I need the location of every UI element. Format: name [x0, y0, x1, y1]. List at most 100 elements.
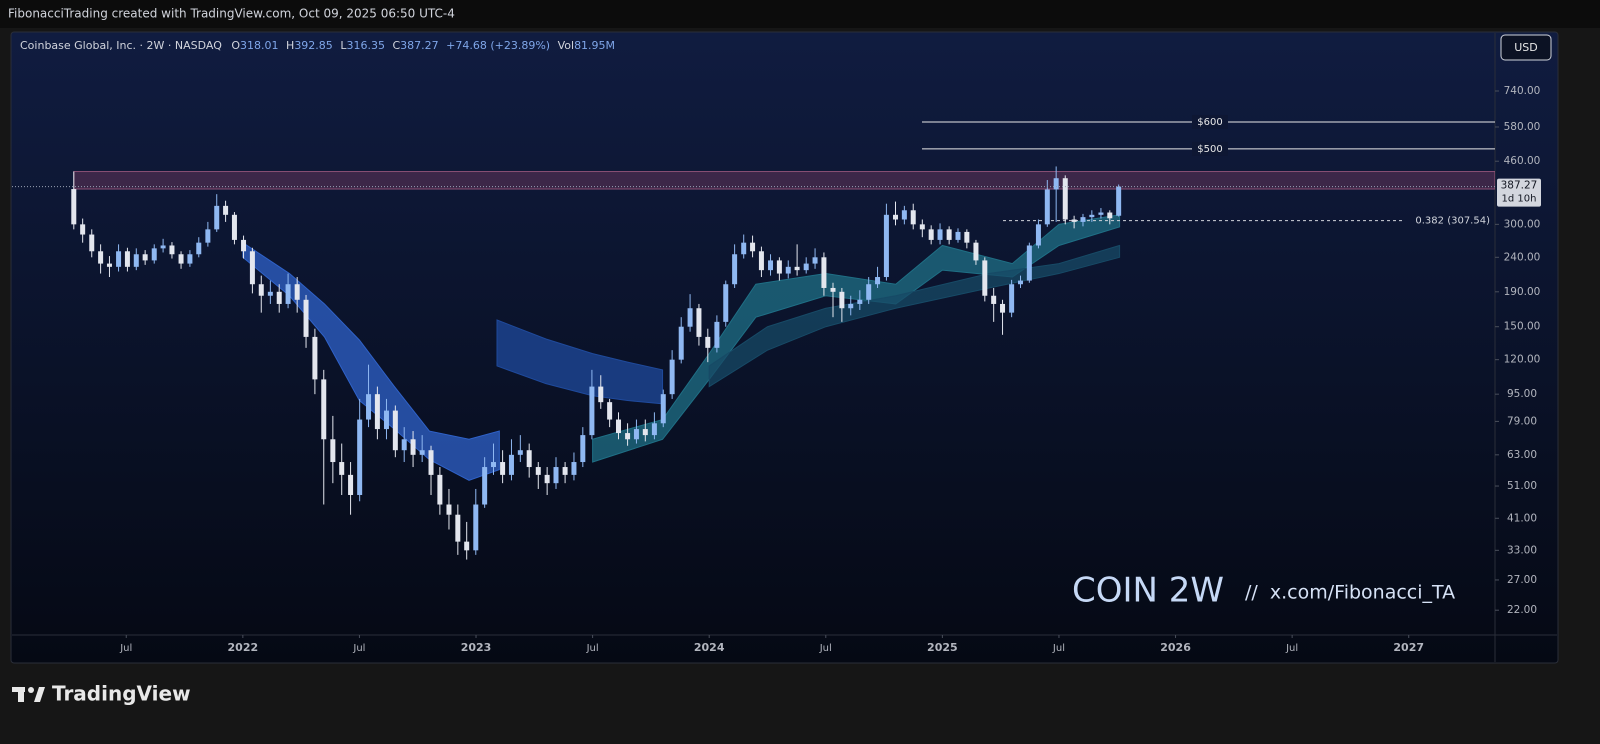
candle-body [276, 291, 282, 304]
y-tick-label: 460.00 [1504, 155, 1541, 167]
candle-body [821, 257, 827, 288]
candle-body [116, 251, 122, 267]
legend: Coinbase Global, Inc. · 2W · NASDAQ O318… [20, 39, 615, 52]
legend-open-label: O [231, 39, 240, 52]
candle-body [517, 450, 523, 455]
y-tick-label: 190.00 [1504, 286, 1541, 298]
candle-body [500, 462, 506, 475]
legend-close: 387.27 [400, 39, 439, 52]
legend-change: +74.68 (+23.89%) [446, 39, 550, 52]
candle-body [705, 336, 711, 348]
legend-volume-label: Vol [558, 39, 574, 52]
candle-body [1071, 219, 1077, 222]
candle-body [946, 229, 952, 240]
candle-body [249, 251, 255, 285]
candle-body [473, 504, 479, 551]
candle-body [544, 474, 550, 484]
candle-body [794, 266, 800, 271]
y-tick-label: 580.00 [1504, 121, 1541, 133]
watermark: COIN 2W [1072, 571, 1224, 611]
currency-button[interactable] [1500, 34, 1552, 61]
candle-body [1116, 186, 1122, 216]
x-tick-label: 2026 [1160, 641, 1191, 654]
candle-body [642, 429, 648, 436]
candle-body [428, 450, 434, 475]
candle-body [678, 326, 684, 360]
candle-body [89, 234, 95, 252]
candle-body [857, 299, 863, 304]
candle-body [607, 402, 613, 420]
legend-low-label: L [340, 39, 347, 52]
level-label: $600 [1197, 117, 1222, 128]
candle-body [589, 386, 595, 436]
candle-body [723, 284, 729, 322]
legend-high-label: H [286, 39, 294, 52]
x-tick-label: 2022 [228, 641, 259, 654]
price-label: 387.27 [1501, 180, 1538, 192]
candle-body [660, 394, 666, 424]
candle-body [1089, 214, 1095, 218]
y-tick-label: 95.00 [1507, 388, 1537, 400]
candle-body [294, 284, 300, 300]
top-bar [0, 0, 1600, 28]
candle-body [625, 433, 631, 440]
candle-body [178, 254, 184, 264]
countdown-label: 1d 10h [1502, 194, 1537, 205]
candle-body [464, 541, 470, 551]
candle-body [812, 257, 818, 264]
candle-body [714, 321, 720, 348]
candle-body [535, 467, 541, 475]
legend-close-label: C [392, 39, 400, 52]
y-tick-label: 63.00 [1507, 449, 1537, 461]
legend-low: 316.35 [346, 39, 385, 52]
candle-body [758, 251, 764, 271]
legend-volume: 81.95M [574, 39, 615, 52]
logo-shape [18, 687, 24, 702]
y-tick-label: 22.00 [1507, 604, 1537, 616]
candle-body [910, 210, 916, 225]
candle-body [169, 245, 175, 255]
candle-body [1035, 224, 1041, 246]
candle-body [893, 214, 899, 220]
candle-body [991, 295, 997, 304]
candle-body [1062, 178, 1068, 220]
y-tick-label: 150.00 [1504, 321, 1541, 333]
y-tick-label: 240.00 [1504, 251, 1541, 263]
y-tick-label: 33.00 [1507, 544, 1537, 556]
y-tick-label: 79.00 [1507, 415, 1537, 427]
candle-body [160, 245, 166, 249]
logo-shape [34, 687, 45, 702]
x-tick-label: Jul [1052, 643, 1065, 654]
level-label-bg [1192, 114, 1228, 129]
candle-body [330, 439, 336, 463]
currency-label: USD [1514, 41, 1538, 54]
level-label-bg [1192, 141, 1228, 156]
header-text: FibonacciTrading created with TradingVie… [8, 7, 455, 21]
candle-body [883, 214, 889, 278]
candle-body [1017, 280, 1023, 285]
y-tick-label: 41.00 [1507, 512, 1537, 524]
x-tick-label: 2023 [461, 641, 492, 654]
candle-body [196, 242, 202, 255]
y-tick-label: 51.00 [1507, 480, 1537, 492]
candle-body [866, 284, 872, 300]
candle-body [258, 284, 264, 296]
candle-body [383, 410, 389, 430]
watermark-link: // x.com/Fibonacci_TA [1245, 582, 1455, 604]
candle-body [875, 277, 881, 285]
plot-area: $600 $500 0.382 (307.54) [12, 114, 1495, 560]
candle-body [339, 462, 345, 475]
candle-body [848, 303, 854, 309]
brand-name: TradingView [52, 682, 191, 706]
candle-body [205, 229, 211, 243]
candle-body [633, 429, 639, 440]
candle-body [142, 254, 148, 261]
candle-body [750, 242, 756, 252]
candle-body [312, 336, 318, 380]
chart-frame [10, 31, 1559, 664]
candle-body [392, 410, 398, 451]
candle-body [357, 419, 363, 495]
candle-body [776, 260, 782, 274]
